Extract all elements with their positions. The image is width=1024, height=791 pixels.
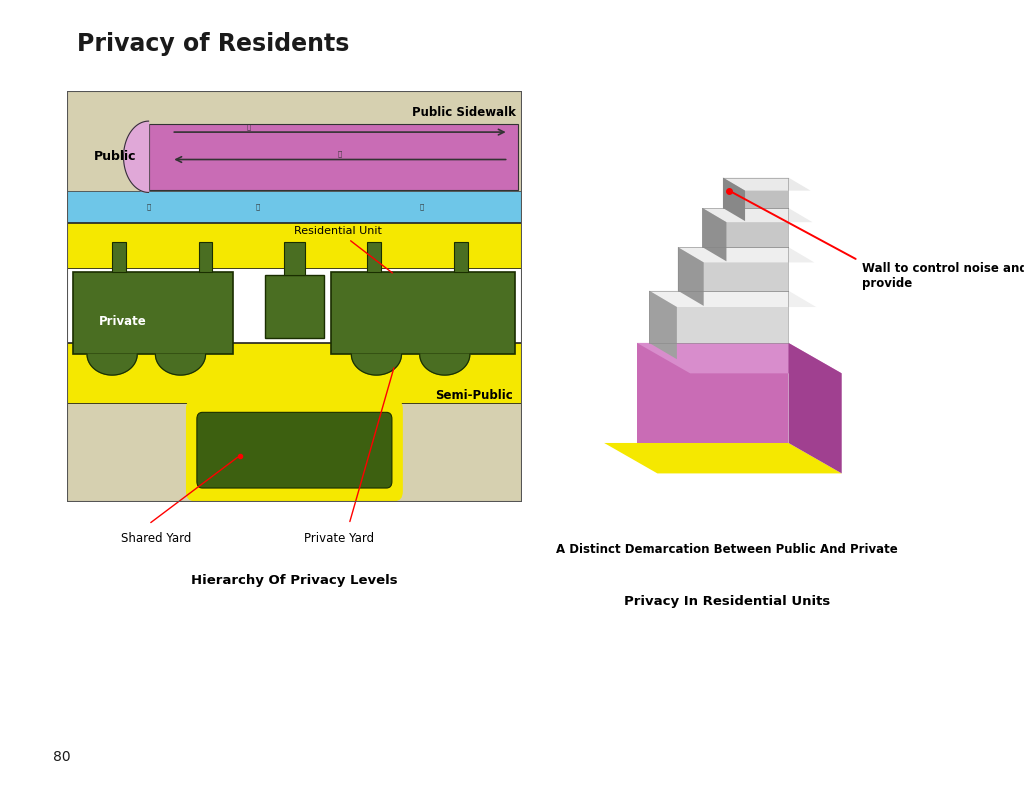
Polygon shape xyxy=(649,290,788,343)
Text: Privacy In Residential Units: Privacy In Residential Units xyxy=(624,595,830,608)
Polygon shape xyxy=(87,354,137,375)
Polygon shape xyxy=(649,290,816,307)
Text: Public: Public xyxy=(94,150,136,163)
Text: ⭐: ⭐ xyxy=(146,203,151,210)
Text: Privacy of Residents: Privacy of Residents xyxy=(77,32,349,56)
Text: ⭐: ⭐ xyxy=(256,203,260,210)
FancyBboxPatch shape xyxy=(368,242,381,272)
Polygon shape xyxy=(649,290,677,359)
Text: 80: 80 xyxy=(53,750,71,764)
Text: A Distinct Demarcation Between Public And Private: A Distinct Demarcation Between Public An… xyxy=(556,543,898,556)
FancyBboxPatch shape xyxy=(199,242,212,272)
Polygon shape xyxy=(723,177,811,191)
FancyBboxPatch shape xyxy=(67,222,522,269)
Polygon shape xyxy=(637,343,788,443)
Text: Semi-Public: Semi-Public xyxy=(435,389,513,402)
Polygon shape xyxy=(702,208,812,222)
Polygon shape xyxy=(124,121,148,192)
FancyBboxPatch shape xyxy=(186,399,402,501)
Text: Hierarchy Of Privacy Levels: Hierarchy Of Privacy Levels xyxy=(191,573,397,587)
FancyBboxPatch shape xyxy=(454,242,468,272)
Text: ⭐: ⭐ xyxy=(247,123,251,130)
Polygon shape xyxy=(420,354,470,375)
Polygon shape xyxy=(723,177,745,221)
Polygon shape xyxy=(351,354,401,375)
FancyBboxPatch shape xyxy=(67,91,522,502)
Text: ⭐: ⭐ xyxy=(338,151,342,157)
Polygon shape xyxy=(604,443,842,473)
Text: Wall to control noise and
provide: Wall to control noise and provide xyxy=(862,263,1024,290)
FancyBboxPatch shape xyxy=(67,403,522,502)
FancyBboxPatch shape xyxy=(67,191,522,222)
Polygon shape xyxy=(637,343,842,373)
Polygon shape xyxy=(723,177,788,208)
Polygon shape xyxy=(788,343,842,473)
FancyBboxPatch shape xyxy=(285,242,305,274)
Polygon shape xyxy=(702,208,726,261)
Polygon shape xyxy=(702,208,788,247)
FancyBboxPatch shape xyxy=(148,124,518,190)
Text: Private Yard: Private Yard xyxy=(303,532,374,546)
Text: Shared Yard: Shared Yard xyxy=(121,532,191,546)
FancyBboxPatch shape xyxy=(265,274,324,338)
Polygon shape xyxy=(678,247,703,306)
FancyBboxPatch shape xyxy=(197,412,392,488)
Polygon shape xyxy=(678,247,788,290)
Text: Private: Private xyxy=(98,315,146,327)
FancyBboxPatch shape xyxy=(331,272,515,354)
FancyBboxPatch shape xyxy=(67,343,522,403)
Text: Public Sidewalk: Public Sidewalk xyxy=(412,107,515,119)
Polygon shape xyxy=(678,247,814,263)
Text: ⭐: ⭐ xyxy=(420,203,424,210)
FancyBboxPatch shape xyxy=(113,242,126,272)
FancyBboxPatch shape xyxy=(74,272,232,354)
Text: Residential Unit: Residential Unit xyxy=(295,226,392,273)
FancyBboxPatch shape xyxy=(67,269,522,360)
Polygon shape xyxy=(156,354,206,375)
